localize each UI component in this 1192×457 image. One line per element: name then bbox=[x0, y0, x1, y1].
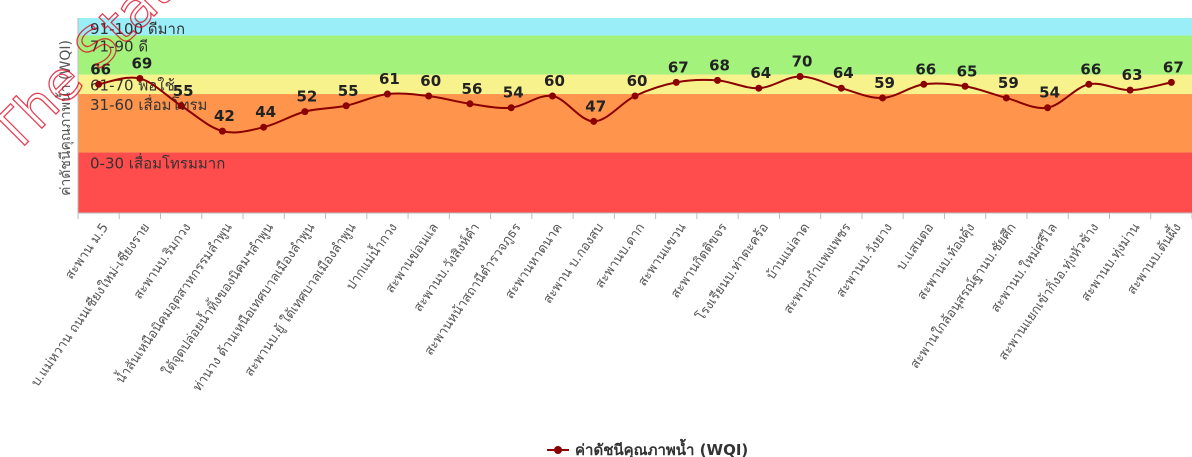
data-point[interactable] bbox=[136, 74, 144, 82]
legend-label: ค่าดัชนีคุณภาพน้ำ (WQI) bbox=[575, 438, 748, 457]
band-label-1: 71-90 ดี bbox=[90, 38, 148, 56]
data-point[interactable] bbox=[920, 80, 928, 88]
x-tick-label: บ.แสนตอ bbox=[894, 221, 937, 274]
legend-dot-marker bbox=[554, 446, 562, 454]
series-line-group bbox=[95, 73, 1175, 135]
data-label: 69 bbox=[131, 54, 152, 72]
data-label: 66 bbox=[1080, 60, 1101, 78]
data-point[interactable] bbox=[260, 123, 268, 131]
band-label-3: 31-60 เสื่อมโทรม bbox=[90, 94, 207, 114]
data-label: 60 bbox=[627, 72, 648, 90]
data-point[interactable] bbox=[672, 78, 680, 86]
data-label: 59 bbox=[998, 74, 1019, 92]
data-label: 54 bbox=[1039, 84, 1060, 102]
band-label-4: 0-30 เสื่อมโทรมมาก bbox=[90, 153, 225, 173]
data-label: 55 bbox=[338, 82, 359, 100]
data-label: 66 bbox=[915, 60, 936, 78]
band-rect-2 bbox=[78, 74, 1192, 95]
data-label: 55 bbox=[173, 82, 194, 100]
band-rect-3 bbox=[78, 94, 1192, 153]
data-label: 64 bbox=[750, 64, 771, 82]
data-point[interactable] bbox=[383, 90, 391, 98]
data-label: 67 bbox=[1163, 58, 1184, 76]
x-axis bbox=[77, 18, 1192, 219]
data-point[interactable] bbox=[755, 84, 763, 92]
data-label: 60 bbox=[544, 72, 565, 90]
data-label: 56 bbox=[462, 80, 483, 98]
data-label: 42 bbox=[214, 107, 235, 125]
band-rect-1 bbox=[78, 35, 1192, 75]
x-tick-label: โรงเรียนบ.ท่าตะคร้อ bbox=[693, 220, 772, 324]
data-point[interactable] bbox=[1044, 104, 1052, 112]
data-point[interactable] bbox=[301, 108, 309, 116]
data-label: 70 bbox=[792, 53, 813, 71]
data-label: 60 bbox=[420, 72, 441, 90]
data-label: 44 bbox=[255, 103, 276, 121]
data-point[interactable] bbox=[590, 117, 598, 125]
data-point[interactable] bbox=[507, 104, 515, 112]
band-rect-4 bbox=[78, 152, 1192, 213]
data-point[interactable] bbox=[548, 92, 556, 100]
data-point[interactable] bbox=[1167, 78, 1175, 86]
data-label: 61 bbox=[379, 70, 400, 88]
data-label: 59 bbox=[874, 74, 895, 92]
data-label: 65 bbox=[957, 62, 978, 80]
legend[interactable]: ค่าดัชนีคุณภาพน้ำ (WQI) bbox=[547, 438, 748, 457]
data-point[interactable] bbox=[342, 102, 350, 110]
data-labels: 66 69 55 42 44 52 55 61 60 56 54 60 47 60 67 68 64 70 64 59… bbox=[90, 53, 1184, 126]
data-point[interactable] bbox=[631, 92, 639, 100]
data-point[interactable] bbox=[466, 100, 474, 108]
data-label: 52 bbox=[296, 88, 317, 106]
data-label: 54 bbox=[503, 84, 524, 102]
data-point[interactable] bbox=[714, 76, 722, 84]
data-point[interactable] bbox=[961, 82, 969, 90]
data-point[interactable] bbox=[1085, 80, 1093, 88]
data-label: 68 bbox=[709, 56, 730, 74]
data-point[interactable] bbox=[837, 84, 845, 92]
data-point[interactable] bbox=[879, 94, 887, 102]
data-label: 64 bbox=[833, 64, 854, 82]
data-point[interactable] bbox=[1126, 86, 1134, 94]
data-point[interactable] bbox=[425, 92, 433, 100]
y-axis-label: ค่าดัชนีคุณภาพน้ำ (WQI) bbox=[55, 40, 74, 196]
data-point[interactable] bbox=[218, 127, 226, 135]
band-rect-0 bbox=[78, 18, 1192, 36]
data-label: 66 bbox=[90, 60, 111, 78]
data-point[interactable] bbox=[177, 102, 185, 110]
data-point[interactable] bbox=[95, 80, 103, 88]
data-label: 47 bbox=[585, 97, 606, 115]
data-label: 63 bbox=[1122, 66, 1143, 84]
data-label: 67 bbox=[668, 58, 689, 76]
band-label-0: 91-100 ดีมาก bbox=[90, 20, 185, 38]
data-point[interactable] bbox=[796, 73, 804, 80]
x-tick-labels: สะพาน ม.5บ.แม่หวาน ถนนเชียงใหม่-เชียงราย… bbox=[28, 219, 1185, 395]
data-point[interactable] bbox=[1002, 94, 1010, 102]
